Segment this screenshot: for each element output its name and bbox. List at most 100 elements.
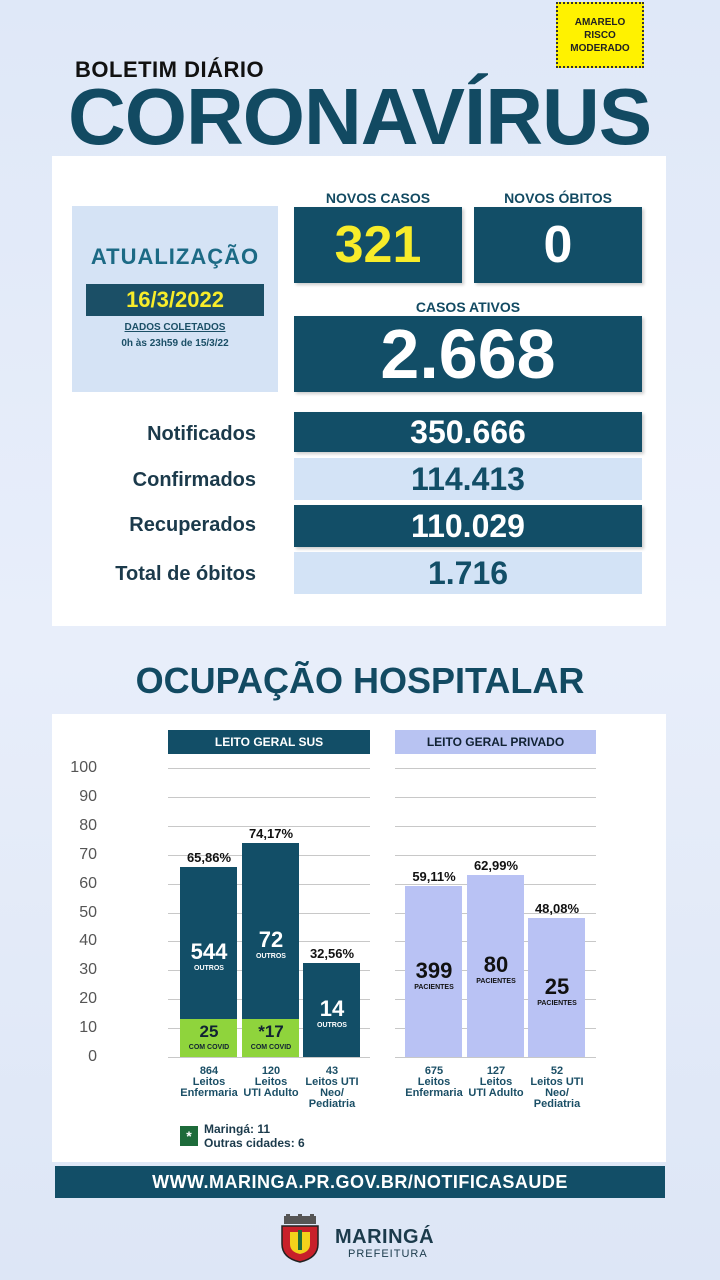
beds-count: 864 — [199, 1065, 219, 1077]
occupancy-value: 72 — [258, 926, 284, 952]
bar — [467, 874, 524, 1057]
update-date: 16/3/2022 — [86, 284, 264, 316]
y-tick-label: 30 — [79, 961, 97, 979]
gridline — [395, 854, 596, 856]
y-tick-label: 90 — [79, 787, 97, 805]
legend-line-2: Outras cidades: 6 — [204, 1136, 305, 1150]
covid-bar — [180, 1019, 237, 1057]
gridline — [395, 768, 596, 769]
occupancy-sub-label: PACIENTES — [537, 999, 577, 1007]
occupancy-sub-label: PACIENTES — [414, 983, 454, 991]
beds-caption: Pediatria — [308, 1098, 356, 1110]
new-deaths-value: 0 — [474, 207, 642, 283]
new-cases-value: 321 — [294, 207, 462, 283]
covid-value: *17 — [258, 1022, 284, 1041]
percent-label: 32,56% — [309, 945, 355, 961]
beds-count: 52 — [550, 1065, 564, 1077]
recovered-label: Recuperados — [129, 514, 256, 536]
beds-caption: Neo/ — [320, 1087, 344, 1099]
beds-caption: Leitos — [417, 1076, 451, 1088]
bar — [528, 918, 585, 1057]
gridline — [395, 825, 596, 827]
hospital-title: OCUPAÇÃO HOSPITALAR — [135, 660, 585, 701]
confirmed-label: Confirmados — [132, 469, 256, 491]
bulletin-subtitle: BOLETIM DIÁRIO — [75, 57, 265, 82]
beds-caption: Enfermaria — [405, 1087, 463, 1099]
y-tick-label: 100 — [70, 759, 97, 776]
new-cases-label: NOVOS CASOS — [325, 190, 431, 206]
risk-line-1: AMARELO — [574, 16, 626, 28]
occupancy-value: 399 — [415, 957, 453, 983]
y-tick-label: 80 — [79, 816, 97, 834]
bar — [303, 962, 360, 1057]
covid-sub-label: COM COVID — [250, 1044, 292, 1051]
occupancy-value: 80 — [483, 951, 509, 977]
percent-label: 62,99% — [473, 857, 519, 873]
occupancy-sub-label: OUTROS — [256, 952, 286, 960]
new-deaths-label: NOVOS ÓBITOS — [504, 190, 612, 206]
gridline — [395, 1057, 596, 1058]
gridline — [168, 796, 370, 798]
occupancy-sub-label: PACIENTES — [476, 977, 516, 985]
notified-value: 350.666 — [294, 412, 642, 452]
total-deaths-label: Total de óbitos — [115, 563, 256, 585]
beds-caption: Neo/ — [545, 1087, 569, 1099]
update-box: ATUALIZAÇÃO 16/3/2022 DADOS COLETADOS 0h… — [72, 206, 278, 392]
gridline — [168, 825, 370, 827]
page-title: CORONAVÍRUS — [68, 72, 652, 161]
occupancy-value: 544 — [190, 938, 228, 964]
covid-sub-label: COM COVID — [188, 1044, 230, 1051]
beds-count: 675 — [424, 1065, 444, 1077]
beds-caption: Leitos — [254, 1076, 288, 1088]
sus-header: LEITO GERAL SUS — [168, 730, 370, 754]
total-deaths-value: 1.716 — [294, 552, 642, 594]
confirmed-value: 114.413 — [294, 458, 642, 500]
y-tick-label: 40 — [79, 932, 97, 950]
active-cases-value: 2.668 — [294, 316, 642, 392]
beds-caption: Enfermaria — [180, 1087, 238, 1099]
update-title: ATUALIZAÇÃO — [90, 244, 260, 269]
site-url-link[interactable]: WWW.MARINGA.PR.GOV.BR/NOTIFICASAUDE — [55, 1166, 665, 1198]
covid-value: 25 — [199, 1022, 219, 1041]
beds-caption: Pediatria — [533, 1098, 581, 1110]
brand-name: MARINGÁ — [335, 1226, 435, 1248]
percent-label: 48,08% — [534, 901, 580, 917]
y-tick-label: 20 — [79, 990, 97, 1008]
active-cases-label: CASOS ATIVOS — [415, 299, 521, 315]
collected-label: DADOS COLETADOS — [124, 322, 226, 333]
city-crest-icon — [281, 1214, 319, 1263]
percent-label: 59,11% — [412, 869, 456, 885]
private-header: LEITO GERAL PRIVADO — [395, 730, 596, 754]
beds-caption: Leitos UTI — [305, 1076, 359, 1088]
gridline — [395, 796, 596, 798]
gridline — [168, 1057, 370, 1058]
percent-label: 65,86% — [186, 849, 232, 865]
gridline — [168, 768, 370, 769]
y-tick-label: 60 — [79, 874, 97, 892]
beds-caption: UTI Adulto — [468, 1087, 524, 1099]
collected-range: 0h às 23h59 de 15/3/22 — [121, 338, 229, 349]
legend-line-1: Maringá: 11 — [204, 1122, 271, 1136]
y-tick-label: 10 — [79, 1019, 97, 1037]
occupancy-sub-label: OUTROS — [194, 964, 224, 972]
beds-caption: Leitos UTI — [530, 1076, 584, 1088]
covid-bar — [242, 1019, 299, 1057]
beds-count: 120 — [261, 1065, 281, 1077]
beds-caption: Leitos — [192, 1076, 226, 1088]
risk-line-3: MODERADO — [570, 42, 630, 54]
recovered-value: 110.029 — [294, 505, 642, 547]
occupancy-sub-label: OUTROS — [317, 1021, 347, 1029]
beds-caption: UTI Adulto — [243, 1087, 299, 1099]
beds-count: 127 — [486, 1065, 506, 1077]
beds-count: 43 — [325, 1065, 339, 1077]
brand-subtitle: PREFEITURA — [348, 1248, 428, 1260]
asterisk-icon: * — [180, 1126, 198, 1146]
y-tick-label: 50 — [79, 903, 97, 921]
percent-label: 74,17% — [248, 825, 294, 841]
beds-caption: Leitos — [479, 1076, 513, 1088]
occupancy-value: 14 — [319, 995, 345, 1021]
y-tick-label: 0 — [88, 1048, 97, 1065]
y-tick-label: 70 — [79, 845, 97, 863]
bar — [405, 886, 462, 1057]
risk-line-2: RISCO — [584, 29, 616, 41]
